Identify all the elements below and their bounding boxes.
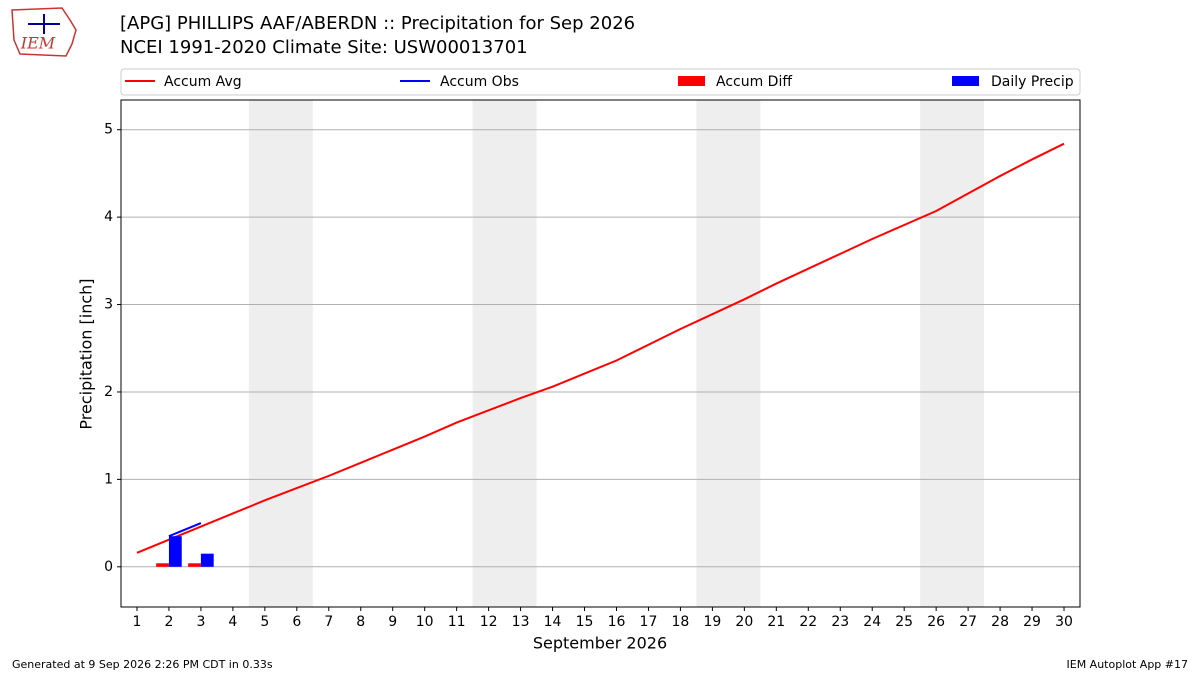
x-tick-label: 30 (1055, 614, 1073, 630)
bar (168, 536, 182, 567)
x-tick-label: 9 (388, 614, 397, 630)
shaded-range (696, 100, 761, 607)
bar (200, 553, 214, 567)
line (168, 522, 202, 538)
x-tick-label: 4 (228, 614, 237, 630)
x-tick-label: 2 (164, 614, 173, 630)
legend-label: Accum Avg (164, 74, 242, 90)
x-tick-label: 22 (799, 614, 817, 630)
chart-subtitle: NCEI 1991-2020 Climate Site: USW00013701 (120, 37, 528, 58)
legend-label: Daily Precip (991, 74, 1074, 90)
x-tick-label: 14 (544, 614, 562, 630)
y-tick-label: 4 (104, 209, 113, 225)
x-tick-label: 19 (703, 614, 721, 630)
x-tick-label: 17 (640, 614, 658, 630)
shaded-range (920, 100, 985, 607)
x-tick-label: 16 (608, 614, 626, 630)
x-tick-label: 7 (324, 614, 333, 630)
x-tick-label: 10 (416, 614, 434, 630)
y-tick-label: 2 (104, 384, 113, 400)
x-tick-label: 8 (356, 614, 365, 630)
x-tick-label: 15 (576, 614, 594, 630)
x-axis-label: September 2026 (533, 634, 667, 653)
legend-label: Accum Diff (716, 74, 792, 90)
x-tick-label: 18 (672, 614, 690, 630)
x-tick-label: 5 (260, 614, 269, 630)
footer-right: IEM Autoplot App #17 (1067, 658, 1189, 671)
x-tick-label: 21 (767, 614, 785, 630)
bar (156, 563, 169, 567)
shaded-range (248, 100, 313, 607)
x-tick-label: 29 (1023, 614, 1041, 630)
x-tick-label: 1 (133, 614, 142, 630)
legend-swatch (952, 76, 979, 86)
logo: IEM (11, 7, 77, 57)
legend-box (120, 68, 1081, 96)
x-tick-label: 26 (927, 614, 945, 630)
y-tick-label: 5 (104, 122, 113, 138)
x-tick-label: 27 (959, 614, 977, 630)
bar (188, 563, 201, 567)
x-tick-label: 23 (831, 614, 849, 630)
chart-title: [APG] PHILLIPS AAF/ABERDN :: Precipitati… (120, 13, 635, 34)
x-tick-label: 25 (895, 614, 913, 630)
x-tick-label: 3 (196, 614, 205, 630)
y-tick-label: 0 (104, 559, 113, 575)
x-tick-label: 13 (512, 614, 530, 630)
logo-text: IEM (20, 34, 56, 53)
x-tick-label: 11 (448, 614, 466, 630)
footer-left: Generated at 9 Sep 2026 2:26 PM CDT in 0… (12, 658, 273, 671)
plot-frame (120, 99, 1081, 608)
x-tick-label: 24 (863, 614, 881, 630)
x-tick-label: 6 (292, 614, 301, 630)
legend-swatch (678, 76, 705, 86)
shaded-range (472, 100, 537, 607)
line (136, 142, 1065, 554)
legend-label: Accum Obs (440, 74, 519, 90)
x-tick-label: 20 (735, 614, 753, 630)
y-tick-label: 3 (104, 297, 113, 313)
x-tick-label: 12 (480, 614, 498, 630)
x-tick-label: 28 (991, 614, 1009, 630)
y-tick-label: 1 (104, 471, 113, 487)
y-axis-label: Precipitation [inch] (77, 278, 96, 429)
